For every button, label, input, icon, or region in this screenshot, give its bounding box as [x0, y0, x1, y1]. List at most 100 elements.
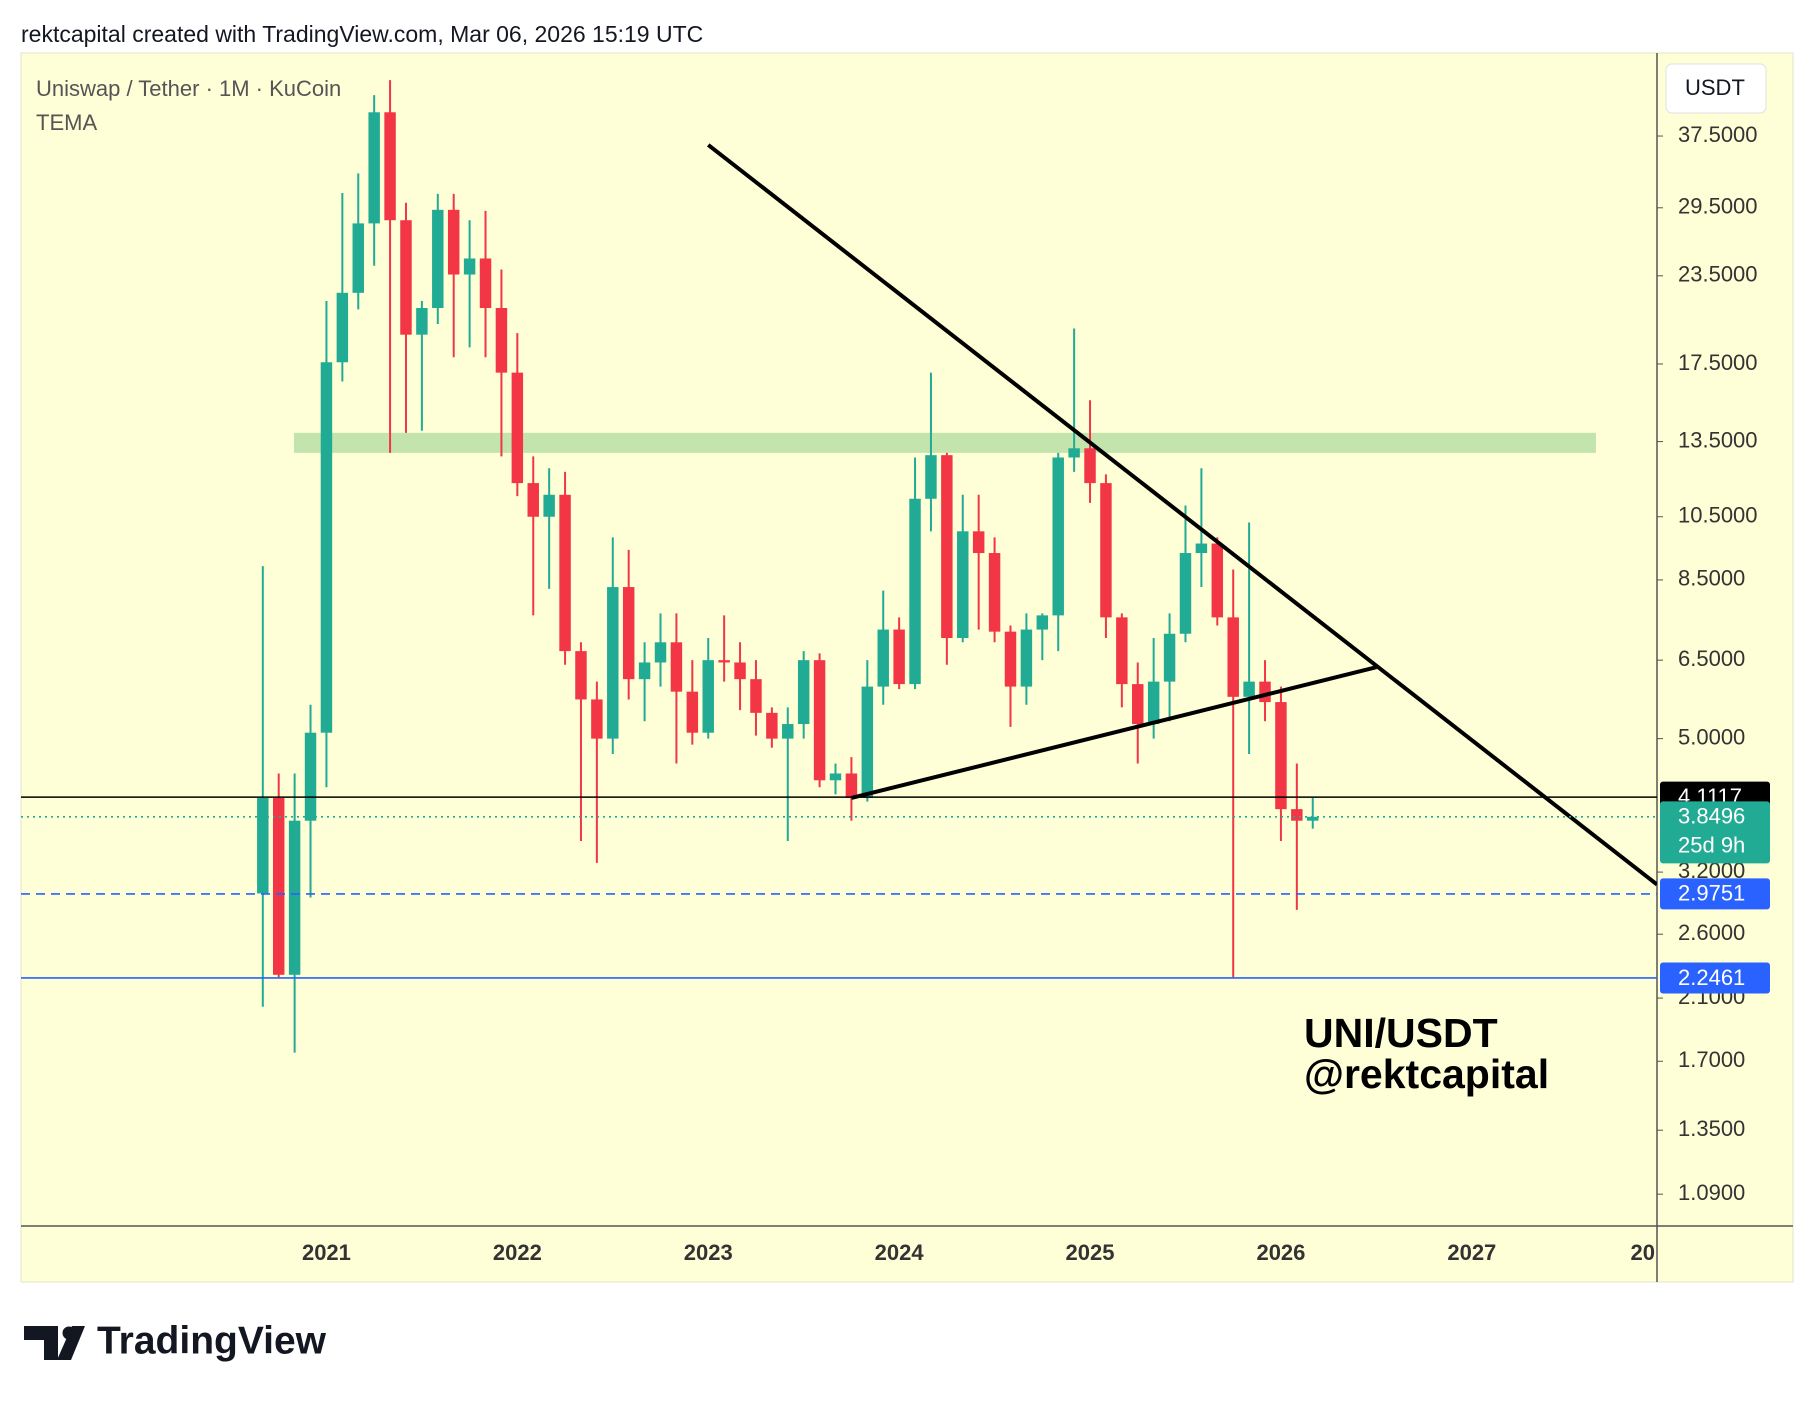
candle-body — [1052, 457, 1064, 616]
candle-body — [845, 773, 858, 798]
candle-body — [320, 362, 333, 733]
candle-body — [479, 258, 492, 309]
candle-body — [368, 112, 380, 224]
candle-body — [972, 531, 985, 554]
y-tick-label: 8.5000 — [1678, 566, 1745, 591]
candle-body — [861, 686, 874, 798]
candle-body — [575, 651, 587, 700]
candle-body — [797, 660, 810, 725]
price-label: 2.2461 — [1678, 965, 1745, 990]
candle-body — [304, 732, 317, 821]
candle-body — [1116, 617, 1128, 685]
candle-body — [543, 494, 555, 517]
x-tick-label: 2025 — [1066, 1240, 1115, 1265]
candle-body — [1068, 448, 1080, 458]
y-tick-label: 13.5000 — [1678, 427, 1758, 452]
candle-body — [893, 629, 905, 685]
candle-body — [591, 699, 603, 739]
x-tick-label: 2026 — [1256, 1240, 1305, 1265]
currency-box — [1665, 63, 1767, 114]
candle-body — [1243, 681, 1255, 697]
candle-body — [718, 660, 730, 663]
annotation: @rektcapital — [1304, 1051, 1549, 1097]
candle-body — [829, 773, 842, 781]
x-tick-label: 2022 — [493, 1240, 542, 1265]
candle-body — [925, 455, 937, 499]
candle-body — [1195, 543, 1208, 554]
candle-body — [877, 629, 889, 687]
currency-label: USDT — [1685, 75, 1745, 100]
y-tick-label: 37.5000 — [1678, 122, 1758, 147]
price-label: 2.9751 — [1678, 881, 1745, 906]
x-tick-label: 2021 — [302, 1240, 351, 1265]
logo-icon — [57, 1326, 85, 1360]
resistance-zone — [293, 432, 1596, 453]
candle-body — [1291, 809, 1303, 821]
trendline — [850, 665, 1377, 800]
candle-body — [813, 660, 826, 781]
y-tick-label: 1.7000 — [1678, 1047, 1745, 1072]
trendline — [707, 143, 1657, 887]
candle-body — [622, 587, 635, 680]
axes: 37.5000 29.5000 23.5000 17.5000 13.5000 10.50… — [302, 122, 1770, 1265]
chart-title: Uniswap / Tether · 1M · KuCoin — [36, 76, 341, 101]
y-tick-label: 10.5000 — [1678, 503, 1758, 528]
candle-body — [432, 209, 444, 309]
candle-body — [495, 308, 508, 373]
y-tick-label: 5.0000 — [1678, 724, 1745, 749]
y-tick-label: 6.5000 — [1678, 646, 1745, 671]
price-label: 3.8496 — [1678, 804, 1745, 829]
candle-body — [1004, 631, 1017, 687]
candle-body — [766, 712, 778, 739]
header: rektcapital created with TradingView.com… — [21, 21, 703, 47]
candle-body — [1259, 681, 1271, 703]
x-tick-label: 2024 — [875, 1240, 925, 1265]
candle-body — [1147, 681, 1160, 725]
candle-body — [1036, 615, 1049, 630]
candle-body — [272, 797, 285, 975]
candle-body — [416, 308, 428, 335]
candle-body — [638, 662, 651, 680]
brand-logo: TradingView — [24, 1319, 327, 1362]
candle-body — [702, 660, 714, 733]
indicator-label: TEMA — [36, 110, 97, 135]
countdown-label: 25d 9h — [1678, 833, 1745, 858]
candle-body — [654, 642, 667, 663]
candle-body — [1275, 702, 1287, 810]
candle-body — [941, 455, 953, 638]
candle-body — [352, 223, 364, 293]
candle-body — [336, 292, 349, 363]
candle-body — [750, 679, 762, 713]
x-tick-label: 2023 — [684, 1240, 733, 1265]
brand-name: TradingView — [97, 1319, 327, 1362]
candle-body — [384, 112, 396, 221]
y-tick-label: 23.5000 — [1678, 262, 1758, 287]
candle-body — [400, 220, 412, 335]
candle-body — [686, 691, 699, 733]
candle-body — [527, 483, 539, 517]
price-label-box — [1660, 962, 1770, 994]
candle-body — [1307, 816, 1319, 821]
annotation: UNI/USDT — [1304, 1010, 1498, 1056]
x-tick-label: 2027 — [1447, 1240, 1496, 1265]
candle-body — [670, 642, 683, 692]
candle-body — [1100, 483, 1112, 618]
x-tick-label: 20 — [1631, 1240, 1655, 1265]
candle-body — [447, 209, 460, 275]
candle-body — [734, 662, 746, 680]
candle-body — [957, 531, 969, 638]
candle-body — [909, 498, 921, 685]
candle-body — [511, 372, 524, 484]
y-tick-label: 29.5000 — [1678, 194, 1758, 219]
candle-body — [559, 494, 571, 652]
candle-body — [1084, 448, 1096, 484]
y-tick-label: 1.3500 — [1678, 1116, 1745, 1141]
candle-body — [463, 258, 476, 275]
candle-body — [257, 797, 269, 894]
y-tick-label: 17.5000 — [1678, 350, 1758, 375]
y-tick-label: 1.0900 — [1678, 1180, 1745, 1205]
price-label-box — [1660, 878, 1770, 910]
candle-body — [782, 724, 794, 739]
candle-body — [1163, 633, 1176, 682]
